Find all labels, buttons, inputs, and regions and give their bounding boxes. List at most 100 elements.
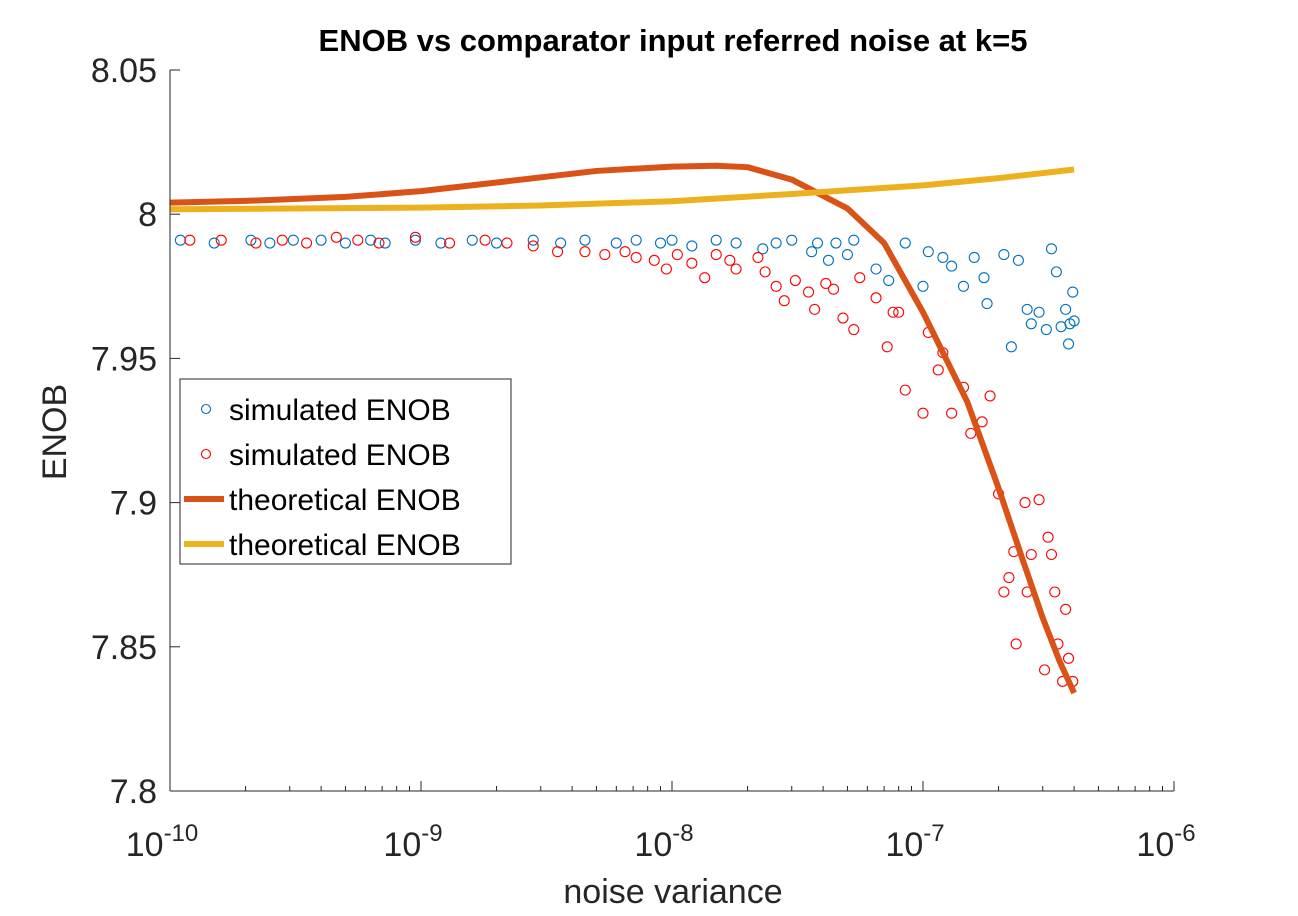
y-tick-label: 7.85 bbox=[91, 629, 157, 667]
data-point-series2 bbox=[778, 295, 790, 307]
data-point-series1 bbox=[937, 251, 949, 264]
data-point-series2 bbox=[893, 306, 905, 318]
data-point-series2 bbox=[599, 249, 611, 261]
data-point-series1 bbox=[208, 237, 220, 249]
data-point-series1 bbox=[917, 280, 929, 292]
data-point-series2 bbox=[671, 249, 683, 261]
data-point-series2 bbox=[881, 341, 893, 353]
data-point-series1 bbox=[1060, 303, 1072, 315]
data-point-series2 bbox=[1060, 603, 1072, 615]
data-point-series1 bbox=[466, 234, 478, 246]
legend-label: theoretical ENOB bbox=[229, 529, 461, 562]
data-point-series1 bbox=[264, 237, 276, 249]
data-point-series1 bbox=[730, 237, 742, 249]
data-point-series2 bbox=[854, 272, 866, 284]
data-point-series2 bbox=[827, 283, 840, 295]
data-point-series1 bbox=[527, 234, 539, 246]
x-axis-label: noise variance bbox=[563, 873, 782, 911]
data-point-series1 bbox=[998, 249, 1010, 261]
data-point-series2 bbox=[759, 266, 771, 278]
legend-marker bbox=[200, 448, 212, 460]
data-point-series1 bbox=[315, 234, 327, 246]
x-tick-label: 10-7 bbox=[885, 820, 944, 864]
data-point-series2 bbox=[215, 234, 227, 246]
x-tick-label: 10-6 bbox=[1136, 820, 1195, 864]
data-layer bbox=[169, 162, 1080, 695]
data-point-series1 bbox=[899, 237, 911, 249]
legend-box bbox=[179, 378, 512, 565]
legend: simulated ENOB simulated ENOB theoretical … bbox=[179, 378, 512, 565]
data-point-series2 bbox=[479, 234, 491, 246]
data-point-series2 bbox=[803, 286, 815, 298]
data-point-series1 bbox=[1050, 266, 1062, 278]
data-point-series1 bbox=[666, 234, 678, 246]
series-line-3 bbox=[169, 162, 1077, 695]
data-point-series2 bbox=[301, 237, 313, 249]
data-point-series1 bbox=[435, 237, 447, 249]
data-point-series2 bbox=[1019, 497, 1031, 509]
data-point-series2 bbox=[789, 274, 801, 287]
data-point-series1 bbox=[786, 234, 798, 246]
data-point-series1 bbox=[1045, 243, 1058, 255]
data-point-series2 bbox=[352, 234, 364, 246]
data-point-series2 bbox=[552, 246, 564, 258]
data-point-series1 bbox=[339, 237, 351, 249]
data-point-series1 bbox=[968, 251, 980, 264]
data-point-series2 bbox=[1045, 548, 1058, 561]
data-point-series2 bbox=[752, 251, 764, 264]
data-point-series1 bbox=[630, 234, 642, 246]
data-point-series2 bbox=[630, 251, 642, 264]
data-point-series1 bbox=[1033, 306, 1045, 318]
data-point-series2 bbox=[710, 249, 722, 261]
data-point-series2 bbox=[887, 306, 899, 318]
y-tick-label: 7.8 bbox=[110, 773, 157, 811]
data-point-series2 bbox=[444, 237, 456, 249]
data-point-series2 bbox=[998, 586, 1010, 598]
series-line-4 bbox=[169, 166, 1075, 213]
data-point-series2 bbox=[184, 234, 196, 246]
data-point-series2 bbox=[809, 303, 821, 315]
data-point-series2 bbox=[932, 364, 944, 376]
data-point-series2 bbox=[984, 390, 996, 402]
data-point-series2 bbox=[1003, 572, 1015, 584]
data-point-series2 bbox=[501, 237, 513, 249]
data-point-series1 bbox=[1021, 303, 1033, 315]
data-point-series1 bbox=[978, 272, 990, 284]
data-point-series1 bbox=[822, 254, 834, 266]
data-point-series2 bbox=[527, 240, 539, 252]
data-point-series2 bbox=[1062, 652, 1075, 664]
data-point-series1 bbox=[174, 234, 186, 246]
data-point-series1 bbox=[610, 237, 622, 249]
data-point-series2 bbox=[1042, 531, 1054, 543]
data-point-series1 bbox=[981, 298, 993, 310]
data-point-series1 bbox=[946, 260, 958, 272]
legend-label: simulated ENOB bbox=[229, 439, 451, 472]
data-point-series1 bbox=[770, 237, 782, 249]
chart-title: ENOB vs comparator input referred noise … bbox=[319, 23, 1028, 58]
data-point-series1 bbox=[287, 234, 299, 246]
data-point-series2 bbox=[686, 257, 698, 269]
y-tick-label: 7.95 bbox=[91, 340, 157, 378]
data-point-series2 bbox=[330, 231, 342, 243]
data-point-series2 bbox=[1033, 494, 1045, 506]
data-point-series2 bbox=[1025, 548, 1037, 561]
data-point-series1 bbox=[654, 237, 667, 249]
data-point-series2 bbox=[660, 263, 672, 275]
data-point-series1 bbox=[579, 234, 591, 246]
y-tick-label: 7.9 bbox=[110, 485, 157, 523]
axes: 10-10 10-9 10-8 10-7 10-6 7.8 7.85 7.9 7.95 8 8.05 bbox=[91, 52, 1196, 864]
data-point-series2 bbox=[579, 246, 591, 258]
data-point-series1 bbox=[883, 274, 895, 287]
x-tick-label: 10-8 bbox=[634, 820, 693, 864]
data-point-series2 bbox=[837, 312, 849, 324]
data-point-series2 bbox=[648, 254, 660, 266]
legend-label: theoretical ENOB bbox=[229, 484, 461, 517]
data-point-series1 bbox=[1012, 254, 1024, 266]
data-point-series2 bbox=[699, 272, 711, 284]
data-point-series2 bbox=[770, 280, 782, 292]
y-axis-label: ENOB bbox=[36, 384, 74, 480]
data-point-series1 bbox=[811, 237, 824, 249]
data-point-series2 bbox=[1039, 664, 1051, 676]
data-point-series2 bbox=[870, 292, 882, 304]
